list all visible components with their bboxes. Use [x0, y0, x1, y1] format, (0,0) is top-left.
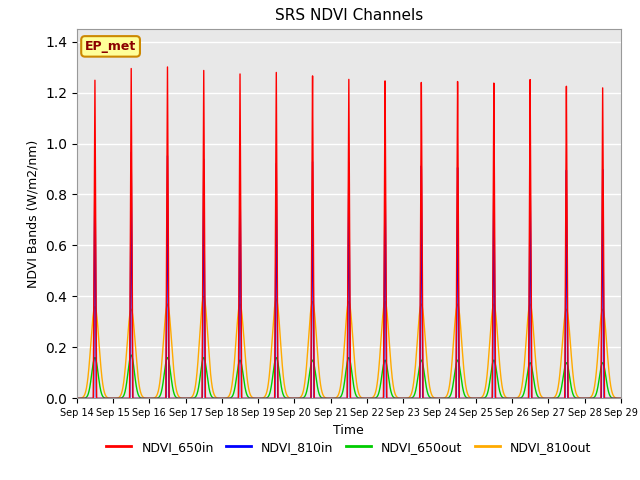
NDVI_810out	[617, 396, 625, 401]
NDVI_650out	[501, 396, 509, 401]
NDVI_650in	[164, 64, 172, 70]
NDVI_810in	[184, 396, 191, 401]
Line: NDVI_810in: NDVI_810in	[77, 153, 621, 398]
NDVI_650out	[424, 391, 431, 396]
NDVI_810in	[615, 396, 623, 401]
Line: NDVI_650in: NDVI_650in	[77, 67, 621, 398]
NDVI_650out	[189, 396, 197, 401]
NDVI_650out	[617, 396, 625, 401]
NDVI_650out	[276, 379, 284, 384]
NDVI_650in	[189, 396, 197, 401]
Line: NDVI_810out: NDVI_810out	[77, 297, 621, 398]
NDVI_810out	[501, 394, 509, 399]
X-axis label: Time: Time	[333, 424, 364, 437]
NDVI_810out	[276, 338, 284, 344]
NDVI_810in	[617, 396, 625, 401]
NDVI_810in	[424, 396, 431, 401]
NDVI_650out	[127, 352, 135, 358]
NDVI_810out	[189, 392, 197, 398]
NDVI_810in	[73, 396, 81, 401]
NDVI_810out	[73, 396, 81, 401]
NDVI_650in	[424, 396, 431, 401]
NDVI_650in	[617, 396, 625, 401]
NDVI_810out	[424, 369, 431, 375]
NDVI_650out	[615, 396, 623, 401]
Text: EP_met: EP_met	[85, 40, 136, 53]
NDVI_810in	[189, 396, 197, 401]
NDVI_810out	[200, 294, 207, 300]
NDVI_650in	[501, 396, 509, 401]
Y-axis label: NDVI Bands (W/m2/nm): NDVI Bands (W/m2/nm)	[26, 140, 40, 288]
NDVI_810in	[127, 150, 135, 156]
NDVI_810in	[276, 396, 284, 401]
NDVI_810out	[615, 396, 623, 401]
NDVI_650out	[73, 396, 81, 401]
NDVI_650in	[276, 396, 284, 401]
NDVI_650out	[184, 396, 191, 401]
NDVI_650in	[184, 396, 191, 401]
NDVI_650in	[615, 396, 623, 401]
Legend: NDVI_650in, NDVI_810in, NDVI_650out, NDVI_810out: NDVI_650in, NDVI_810in, NDVI_650out, NDV…	[101, 436, 596, 459]
NDVI_810in	[501, 396, 509, 401]
NDVI_650in	[73, 396, 81, 401]
NDVI_810out	[184, 396, 191, 401]
Line: NDVI_650out: NDVI_650out	[77, 355, 621, 398]
Title: SRS NDVI Channels: SRS NDVI Channels	[275, 9, 423, 24]
